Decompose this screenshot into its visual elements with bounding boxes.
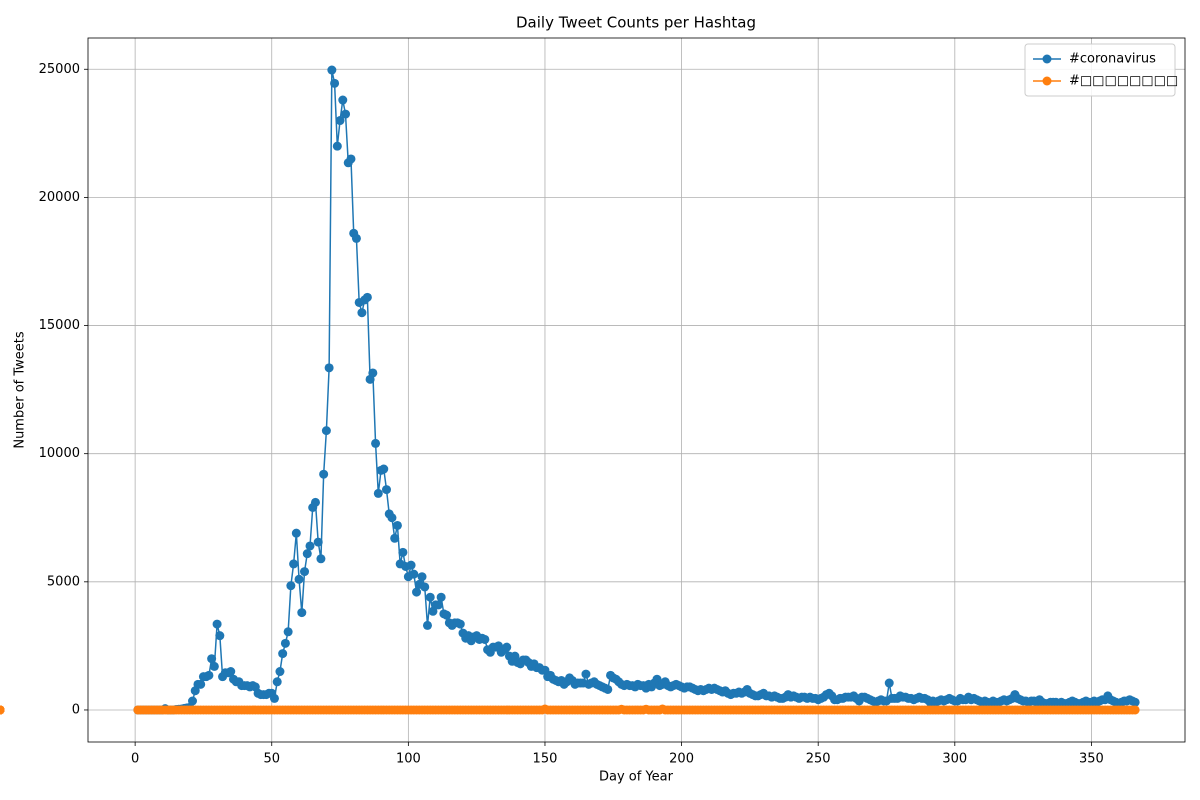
- point: [327, 65, 337, 75]
- point: [283, 627, 293, 637]
- point: [286, 581, 296, 591]
- point: [442, 610, 452, 620]
- point: [272, 677, 282, 687]
- point: [1130, 697, 1140, 707]
- point: [269, 693, 279, 703]
- point: [278, 649, 288, 659]
- point: [338, 95, 348, 105]
- point: [346, 154, 356, 164]
- point: [226, 667, 236, 677]
- point: [196, 679, 206, 689]
- point: [280, 638, 290, 648]
- point: [204, 670, 214, 680]
- y-tick-label: 25000: [39, 62, 80, 77]
- point: [390, 533, 400, 543]
- point: [291, 528, 301, 538]
- point: [351, 233, 361, 243]
- point: [316, 554, 326, 564]
- grid: [88, 38, 1185, 742]
- point: [373, 488, 383, 498]
- point: [480, 634, 490, 644]
- y-tick-label: 0: [72, 702, 80, 717]
- legend-marker: [1042, 76, 1052, 86]
- legend-marker: [1042, 54, 1052, 64]
- x-tick-label: 150: [533, 752, 558, 767]
- y-tick-label: 15000: [39, 318, 80, 333]
- axes-frame: [87, 37, 1186, 743]
- point: [209, 661, 219, 671]
- plot-area: [0, 65, 1140, 715]
- x-tick-label: 0: [131, 752, 139, 767]
- point: [455, 619, 465, 629]
- legend-box: [1024, 43, 1176, 97]
- point: [321, 426, 331, 436]
- point: [319, 469, 329, 479]
- point: [275, 667, 285, 677]
- y-tick-label: 20000: [39, 190, 80, 205]
- point: [406, 560, 416, 570]
- point: [310, 497, 320, 507]
- x-tick-label: 350: [1079, 752, 1104, 767]
- point: [884, 678, 894, 688]
- point: [341, 109, 351, 119]
- point: [420, 582, 430, 592]
- point: [603, 684, 613, 694]
- point: [422, 620, 432, 630]
- legend-label: #□□□□□□□□: [1069, 74, 1178, 89]
- point: [215, 631, 225, 641]
- x-tick-label: 50: [263, 752, 280, 767]
- point: [324, 363, 334, 373]
- point: [294, 574, 304, 584]
- point: [368, 368, 378, 378]
- point: [332, 141, 342, 151]
- point: [398, 547, 408, 557]
- point: [289, 559, 299, 569]
- point: [1130, 705, 1140, 715]
- point: [313, 537, 323, 547]
- chart-title: Daily Tweet Counts per Hashtag: [516, 14, 756, 32]
- point: [335, 116, 345, 126]
- point: [188, 696, 198, 706]
- point: [387, 513, 397, 523]
- x-tick-label: 200: [669, 752, 694, 767]
- x-axis-label: Day of Year: [599, 770, 674, 785]
- point: [436, 592, 446, 602]
- y-axis-label: Number of Tweets: [13, 331, 28, 449]
- point: [409, 569, 419, 579]
- point: [212, 619, 222, 629]
- point: [581, 669, 591, 679]
- point: [417, 572, 427, 582]
- point: [300, 567, 310, 577]
- point: [305, 541, 315, 551]
- point: [207, 654, 217, 664]
- point: [330, 78, 340, 88]
- y-tick-label: 5000: [47, 574, 80, 589]
- x-tick-label: 250: [806, 752, 831, 767]
- legend: #coronavirus #□□□□□□□□: [1024, 43, 1178, 97]
- point: [425, 592, 435, 602]
- point: [302, 549, 312, 559]
- x-tick-label: 300: [942, 752, 967, 767]
- point: [502, 642, 512, 652]
- point: [297, 608, 307, 618]
- point: [412, 587, 422, 597]
- point: [381, 485, 391, 495]
- x-tick-label: 100: [396, 752, 421, 767]
- y-tick-label: 10000: [39, 446, 80, 461]
- point: [357, 308, 367, 318]
- point: [0, 705, 5, 715]
- point: [371, 438, 381, 448]
- point: [362, 292, 372, 302]
- legend-label: #coronavirus: [1069, 52, 1156, 67]
- point: [379, 464, 389, 474]
- point: [392, 520, 402, 530]
- point: [433, 600, 443, 610]
